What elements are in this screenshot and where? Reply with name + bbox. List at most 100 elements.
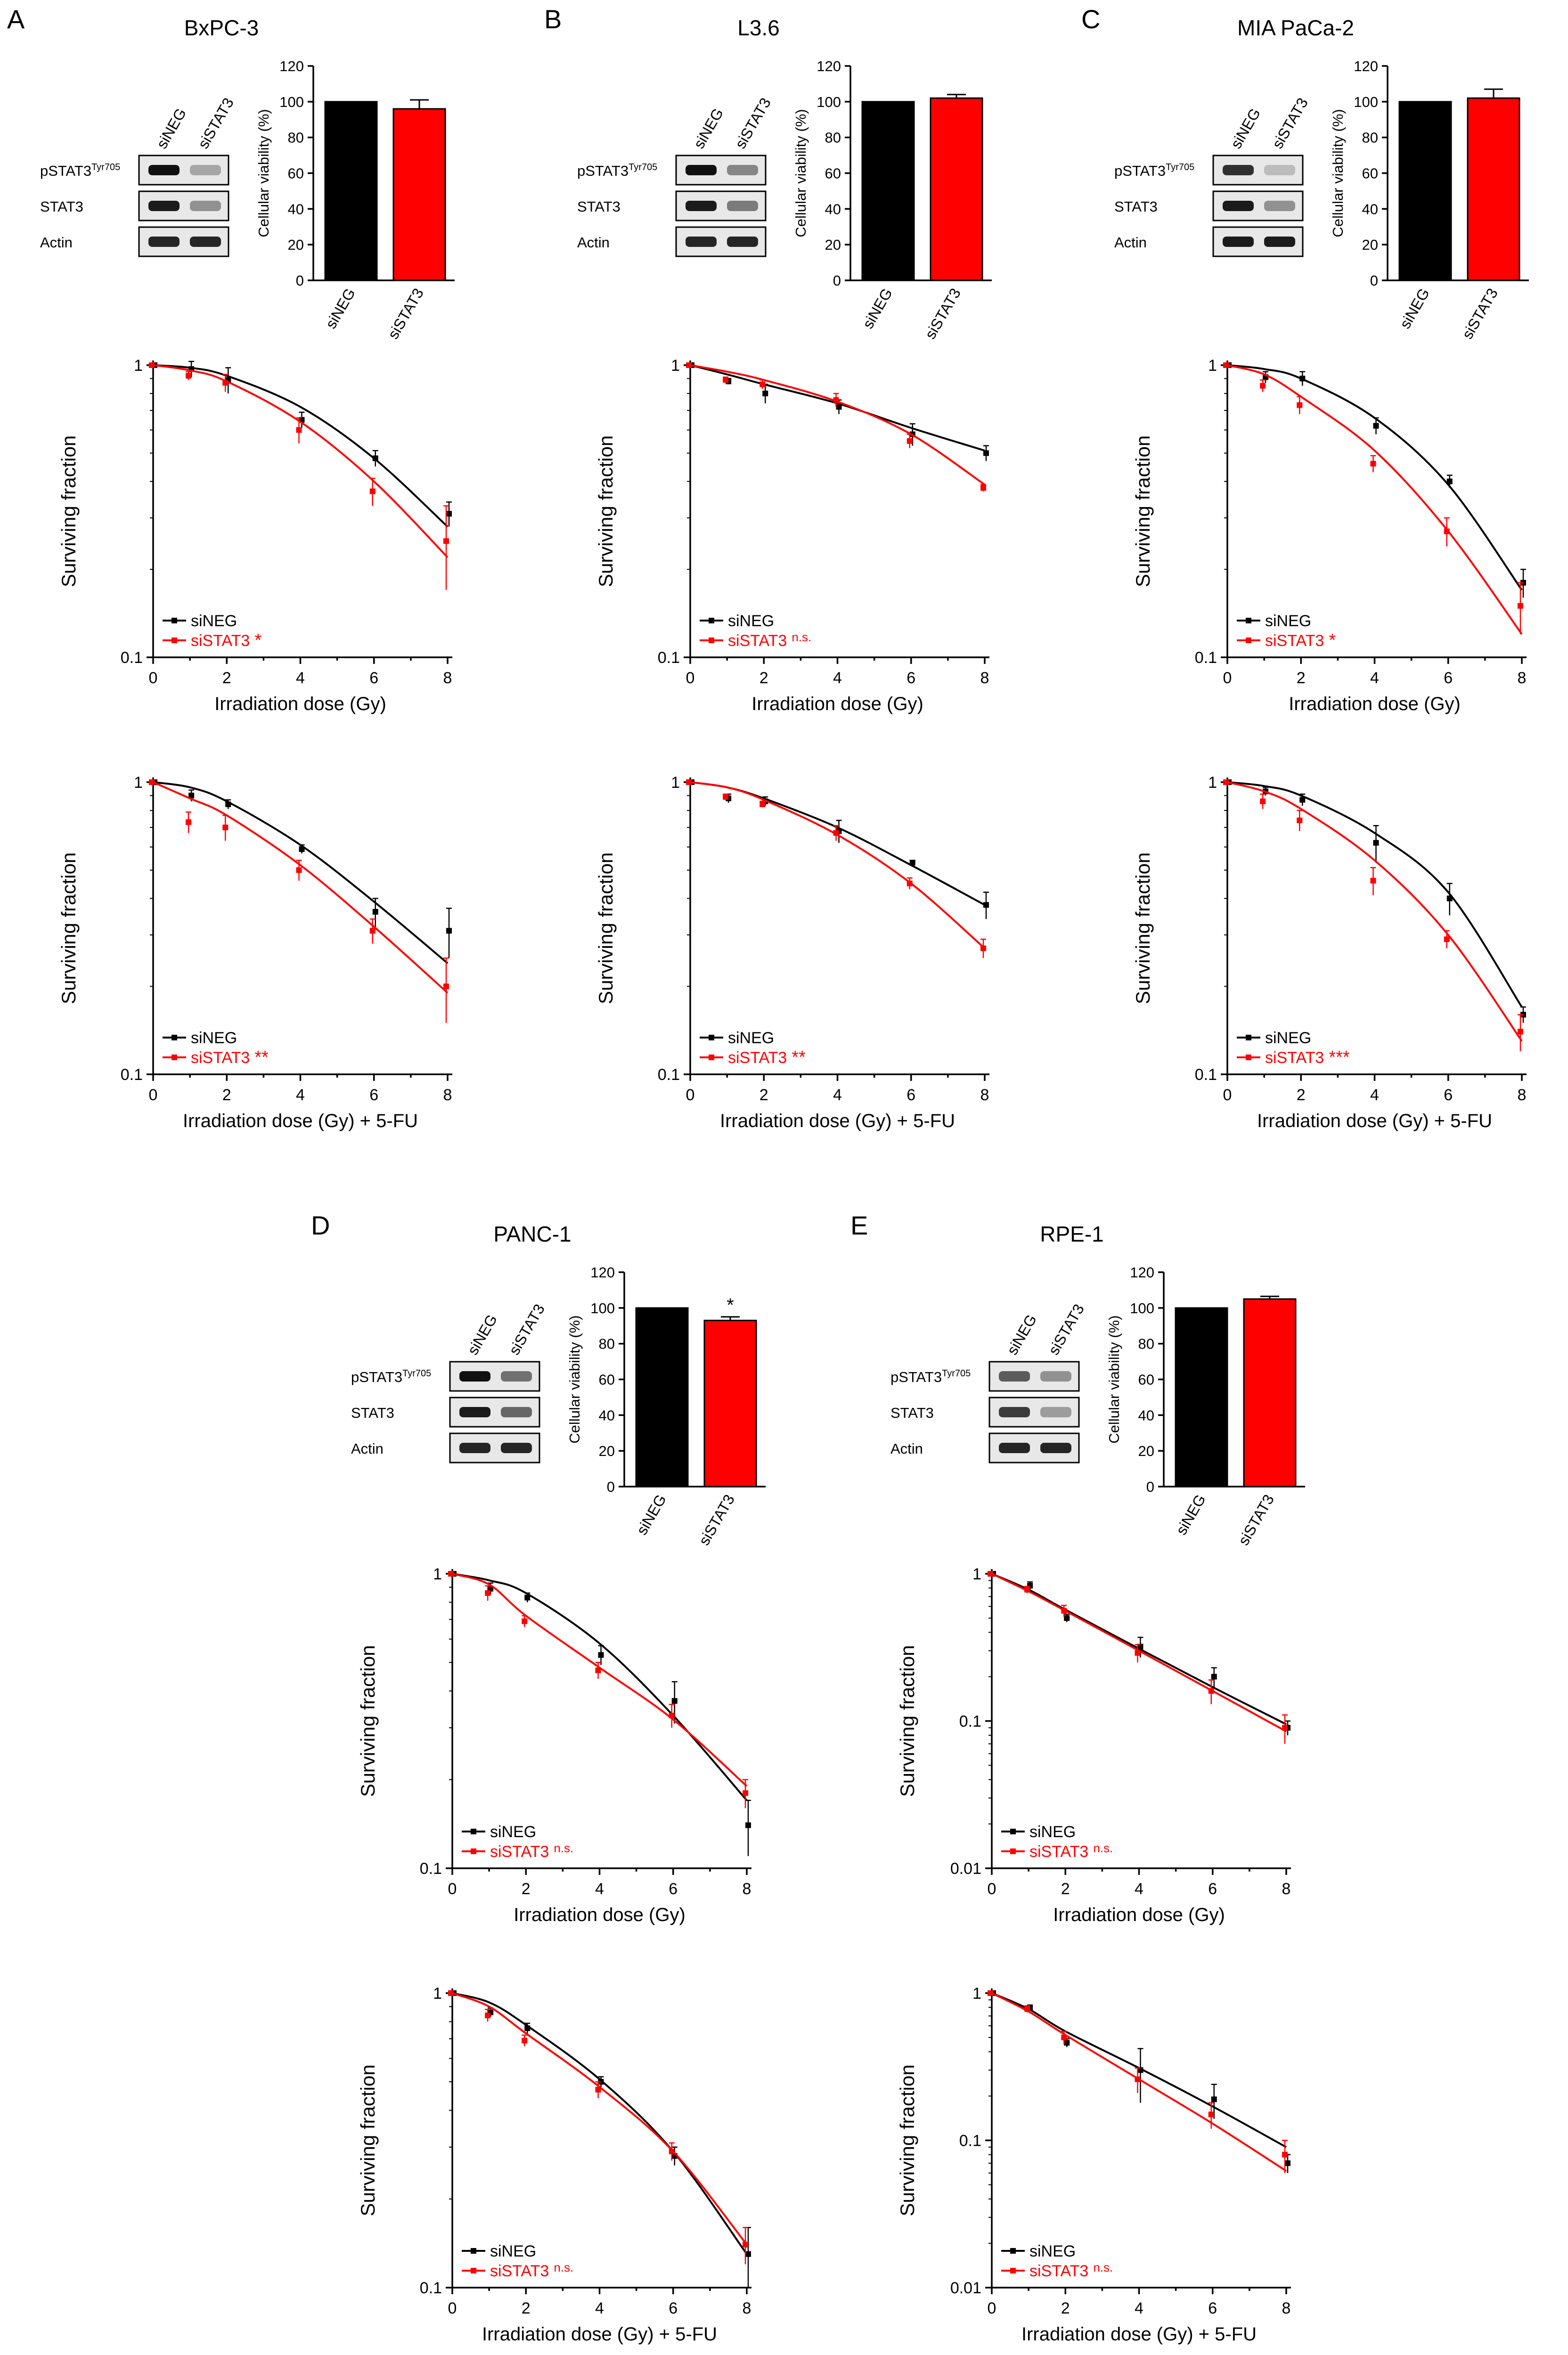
y-tick-label: 1 <box>972 1985 981 2003</box>
y-tick-label: 40 <box>1362 201 1378 217</box>
x-tick-label: 0 <box>149 669 158 687</box>
lane-label-sistat3: siSTAT3 <box>1269 95 1311 151</box>
y-tick-label: 100 <box>1130 1300 1154 1317</box>
fit-curve-sineg <box>1227 364 1523 591</box>
data-point-sistat3 <box>760 381 766 387</box>
data-point-sistat3 <box>296 867 302 873</box>
legend-sistat3: siSTAT3 n.s. <box>490 2260 573 2280</box>
cell-line-title: L3.6 <box>737 16 780 40</box>
blot-label-pstat3: pSTAT3Tyr705 <box>890 1368 971 1385</box>
y-tick-label: 120 <box>590 1264 615 1281</box>
data-point-sineg <box>446 928 452 934</box>
fit-curve-sineg <box>690 364 985 452</box>
blot-label-stat3: STAT3 <box>1114 198 1158 215</box>
data-point-sistat3 <box>833 830 839 836</box>
y-tick-label: 1 <box>134 357 143 375</box>
bar-sistat3 <box>392 108 446 281</box>
bar-category-label: siSTAT3 <box>695 1492 738 1548</box>
bar-sineg <box>324 101 378 281</box>
x-tick-label: 4 <box>296 1086 305 1104</box>
cell-line-title: BxPC-3 <box>184 16 259 40</box>
x-tick-label: 0 <box>448 2299 457 2317</box>
data-point-sistat3 <box>522 1618 528 1624</box>
x-tick-label: 2 <box>1297 669 1306 687</box>
data-point-sistat3 <box>149 779 155 785</box>
legend-sistat3: siSTAT3 ** <box>728 1047 806 1067</box>
blot-label-pstat3-superscript: Tyr705 <box>1166 162 1194 172</box>
data-point-sineg <box>524 2025 531 2031</box>
bar-category-label: siSTAT3 <box>1235 1492 1277 1548</box>
cell-line-title: RPE-1 <box>1040 1222 1103 1246</box>
data-point-sistat3 <box>186 373 192 379</box>
fit-curve-sineg <box>153 364 449 528</box>
viability-bar-chart: 0 20 40 60 80 100 120 Cellular viability (%) siN… <box>792 58 992 342</box>
data-point-sistat3 <box>296 427 302 433</box>
y-tick-label: 80 <box>1362 130 1378 146</box>
legend-sineg: siNEG <box>191 1029 237 1047</box>
data-point-sistat3 <box>988 1571 993 1577</box>
bar-category-label: siSTAT3 <box>384 286 427 342</box>
x-axis-label: Irradiation dose (Gy) + 5-FU <box>720 1111 955 1131</box>
blot-band <box>1040 1371 1071 1382</box>
y-tick-label: 120 <box>279 58 304 74</box>
y-axis-label: Surviving fraction <box>1132 435 1154 587</box>
lane-label-sineg: siNEG <box>1004 1311 1040 1357</box>
y-tick-label: 0.1 <box>959 2132 981 2150</box>
x-tick-label: 8 <box>743 2299 751 2317</box>
x-tick-label: 0 <box>988 2299 996 2317</box>
legend-marker <box>709 638 714 643</box>
x-axis-label: Irradiation dose (Gy) <box>1053 1905 1225 1925</box>
x-tick-label: 8 <box>1282 1880 1291 1898</box>
data-point-sistat3 <box>1061 1608 1067 1614</box>
blot-band <box>1040 1443 1071 1453</box>
data-point-sineg <box>598 1652 604 1658</box>
data-point-sistat3 <box>988 1990 993 1996</box>
significance-mark: * <box>254 630 261 650</box>
y-tick-label: 20 <box>1138 1443 1154 1459</box>
y-tick-label: 80 <box>288 130 304 146</box>
y-tick-label: 1 <box>1208 357 1217 375</box>
legend-sistat3: siSTAT3 * <box>191 630 261 650</box>
fit-curve-sistat3 <box>153 364 449 558</box>
data-point-sistat3 <box>1297 818 1303 824</box>
fit-curve-sistat3 <box>690 781 986 949</box>
blot-label-pstat3-superscript: Tyr705 <box>91 162 120 172</box>
fit-curve-sistat3 <box>452 1573 748 1787</box>
legend-sineg: siNEG <box>490 2242 536 2260</box>
fit-curve-sistat3 <box>1227 364 1523 635</box>
x-tick-label: 0 <box>686 669 695 687</box>
panel-letter: A <box>7 4 25 34</box>
data-point-sistat3 <box>833 397 839 403</box>
x-tick-label: 6 <box>906 669 915 687</box>
y-axis-label: Surviving fraction <box>357 1645 379 1797</box>
blot-band <box>459 1407 490 1417</box>
y-tick-label: 80 <box>599 1336 615 1352</box>
y-tick-label: 1 <box>1208 774 1217 792</box>
bar-sistat3 <box>930 97 983 281</box>
y-tick-label: 1 <box>671 357 680 375</box>
data-point-sineg <box>372 909 378 915</box>
blot-label-actin: Actin <box>40 234 73 251</box>
panel-letter: E <box>850 1210 868 1240</box>
x-tick-label: 4 <box>1370 1086 1379 1104</box>
y-tick-label: 120 <box>817 58 841 74</box>
x-tick-label: 6 <box>369 669 378 687</box>
y-tick-label: 60 <box>1138 1372 1154 1388</box>
data-point-sineg <box>188 793 195 799</box>
y-tick-label: 40 <box>825 201 841 217</box>
y-tick-label: 1 <box>671 774 680 792</box>
data-point-sineg <box>1373 423 1379 429</box>
legend-sineg: siNEG <box>1265 612 1311 630</box>
blot-label-pstat3: pSTAT3Tyr705 <box>351 1368 431 1385</box>
data-point-sistat3 <box>485 1590 491 1596</box>
data-point-sistat3 <box>1223 362 1229 368</box>
data-point-sistat3 <box>1024 1586 1030 1593</box>
data-point-sistat3 <box>448 1571 454 1577</box>
data-point-sistat3 <box>743 1790 748 1796</box>
data-point-sistat3 <box>1444 936 1450 942</box>
lane-label-sineg: siNEG <box>1227 105 1264 151</box>
legend-marker <box>471 2248 476 2254</box>
x-tick-label: 6 <box>669 1880 678 1898</box>
bar-category-label: siNEG <box>322 286 359 332</box>
